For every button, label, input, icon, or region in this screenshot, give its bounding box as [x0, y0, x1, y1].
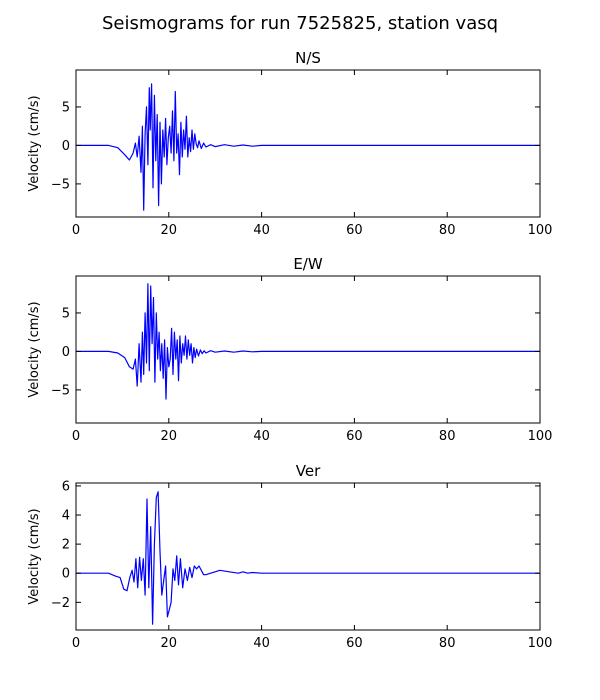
- ew-x-tick-label: 60: [346, 429, 363, 444]
- ver-x-tick-label: 60: [346, 636, 363, 651]
- ew-x-tick-label: 80: [439, 429, 456, 444]
- ver-x-tick-label: 80: [439, 636, 456, 651]
- ver-y-tick-label: 6: [62, 479, 70, 494]
- ns-x-tick-label: 40: [253, 223, 270, 238]
- ns-x-tick-label: 100: [528, 223, 553, 238]
- ver-axes-frame: [75, 482, 541, 631]
- ver-series-line-0: [76, 491, 540, 625]
- ns-y-tick-label: 5: [62, 100, 70, 115]
- ver-x-tick-label: 0: [72, 636, 80, 651]
- ver-y-axis-label: Velocity (cm/s): [27, 508, 42, 604]
- ns-x-tick-label: 60: [346, 223, 363, 238]
- ew-y-tick-label: 5: [62, 306, 70, 321]
- ver-x-tick-label: 20: [161, 636, 178, 651]
- ew-x-tick-label: 20: [161, 429, 178, 444]
- ns-series-line-0: [76, 83, 540, 211]
- ver-x-tick-label: 100: [528, 636, 553, 651]
- ver-x-tick-label: 40: [253, 636, 270, 651]
- ew-x-tick-label: 40: [253, 429, 270, 444]
- ns-axes-frame: [75, 69, 541, 218]
- ver-panel-title: Ver: [296, 462, 321, 480]
- ver-y-tick-label: −2: [51, 596, 70, 611]
- ew-y-tick-label: −5: [51, 383, 70, 398]
- ew-axes-frame: [75, 275, 541, 424]
- ew-x-tick-label: 0: [72, 429, 80, 444]
- ver-y-tick-label: 4: [62, 509, 70, 524]
- ew-x-tick-label: 100: [528, 429, 553, 444]
- ew-y-axis-label: Velocity (cm/s): [27, 301, 42, 397]
- ew-panel: 0 20 40 60 80 100 5 0 −5 E/W Velocity (cm/s): [27, 255, 552, 444]
- ns-panel: 0 20 40 60 80 100 5 0 −5 N/S Velocity (cm/s): [27, 49, 552, 238]
- ns-x-tick-label: 0: [72, 223, 80, 238]
- ns-panel-title: N/S: [295, 49, 321, 67]
- ew-panel-title: E/W: [293, 255, 323, 273]
- ns-y-tick-label: 0: [62, 139, 70, 154]
- ns-x-tick-label: 80: [439, 223, 456, 238]
- ns-y-axis-label: Velocity (cm/s): [27, 95, 42, 191]
- ver-y-tick-label: 2: [62, 538, 70, 553]
- ew-y-tick-label: 0: [62, 345, 70, 360]
- ns-x-tick-label: 20: [161, 223, 178, 238]
- ns-y-tick-label: −5: [51, 177, 70, 192]
- ver-y-tick-label: 0: [62, 567, 70, 582]
- figure-title: Seismograms for run 7525825, station vas…: [102, 13, 498, 34]
- ew-series-line-0: [76, 283, 540, 400]
